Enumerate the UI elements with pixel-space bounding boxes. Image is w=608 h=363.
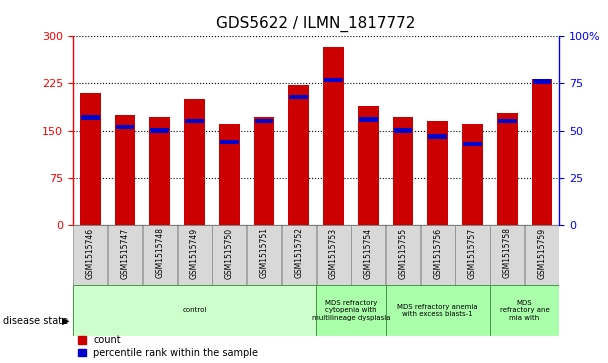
Bar bbox=[143, 225, 177, 285]
Text: GSM1515748: GSM1515748 bbox=[155, 228, 164, 278]
Bar bbox=[80, 93, 101, 225]
Text: GSM1515756: GSM1515756 bbox=[434, 228, 442, 278]
Bar bbox=[429, 134, 447, 139]
Bar bbox=[316, 285, 385, 336]
Bar bbox=[455, 225, 489, 285]
Text: GSM1515747: GSM1515747 bbox=[120, 228, 130, 278]
Bar bbox=[150, 117, 170, 225]
Bar bbox=[324, 78, 343, 82]
Text: GSM1515753: GSM1515753 bbox=[329, 228, 338, 278]
Bar bbox=[247, 225, 281, 285]
Bar bbox=[219, 125, 240, 225]
Bar bbox=[323, 47, 344, 225]
Bar bbox=[178, 225, 212, 285]
Bar bbox=[393, 117, 413, 225]
Bar bbox=[317, 225, 351, 285]
Text: disease state: disease state bbox=[3, 316, 68, 326]
Bar bbox=[184, 99, 205, 225]
Bar bbox=[386, 225, 420, 285]
Bar bbox=[463, 142, 482, 146]
Legend: count, percentile rank within the sample: count, percentile rank within the sample bbox=[78, 335, 258, 358]
Text: GSM1515754: GSM1515754 bbox=[364, 228, 373, 278]
Bar bbox=[150, 129, 169, 133]
Bar bbox=[462, 125, 483, 225]
Bar bbox=[254, 117, 274, 225]
Bar bbox=[393, 129, 412, 133]
Bar bbox=[73, 285, 316, 336]
Text: ▶: ▶ bbox=[63, 316, 70, 326]
Bar bbox=[220, 140, 239, 144]
Text: GSM1515746: GSM1515746 bbox=[86, 228, 95, 278]
Bar bbox=[490, 225, 524, 285]
Text: MDS refractory
cytopenia with
multilineage dysplasia: MDS refractory cytopenia with multilinea… bbox=[312, 300, 390, 321]
Bar bbox=[385, 285, 490, 336]
Bar bbox=[359, 117, 378, 122]
Text: GSM1515750: GSM1515750 bbox=[225, 228, 234, 278]
Text: GSM1515758: GSM1515758 bbox=[503, 228, 512, 278]
Bar bbox=[533, 79, 551, 84]
Text: GSM1515752: GSM1515752 bbox=[294, 228, 303, 278]
Text: MDS refractory anemia
with excess blasts-1: MDS refractory anemia with excess blasts… bbox=[398, 303, 478, 317]
Bar bbox=[212, 225, 246, 285]
Bar bbox=[74, 225, 108, 285]
Bar bbox=[116, 125, 134, 129]
Bar bbox=[81, 115, 100, 120]
Bar bbox=[421, 225, 455, 285]
Bar bbox=[108, 225, 142, 285]
Text: GSM1515755: GSM1515755 bbox=[398, 228, 407, 278]
Bar bbox=[185, 119, 204, 123]
Text: control: control bbox=[182, 307, 207, 313]
Text: GSM1515749: GSM1515749 bbox=[190, 228, 199, 278]
Bar bbox=[358, 106, 379, 225]
Bar bbox=[531, 79, 553, 225]
Title: GDS5622 / ILMN_1817772: GDS5622 / ILMN_1817772 bbox=[216, 16, 416, 32]
Bar bbox=[289, 94, 308, 99]
Bar bbox=[255, 119, 274, 123]
Bar bbox=[497, 113, 517, 225]
Bar bbox=[427, 121, 448, 225]
Bar bbox=[115, 115, 136, 225]
Text: GSM1515759: GSM1515759 bbox=[537, 228, 547, 278]
Text: MDS
refractory ane
mia with: MDS refractory ane mia with bbox=[500, 300, 550, 321]
Bar bbox=[498, 119, 517, 123]
Text: GSM1515757: GSM1515757 bbox=[468, 228, 477, 278]
Bar bbox=[490, 285, 559, 336]
Bar bbox=[351, 225, 385, 285]
Bar bbox=[288, 85, 309, 225]
Bar bbox=[282, 225, 316, 285]
Bar bbox=[525, 225, 559, 285]
Text: GSM1515751: GSM1515751 bbox=[260, 228, 269, 278]
